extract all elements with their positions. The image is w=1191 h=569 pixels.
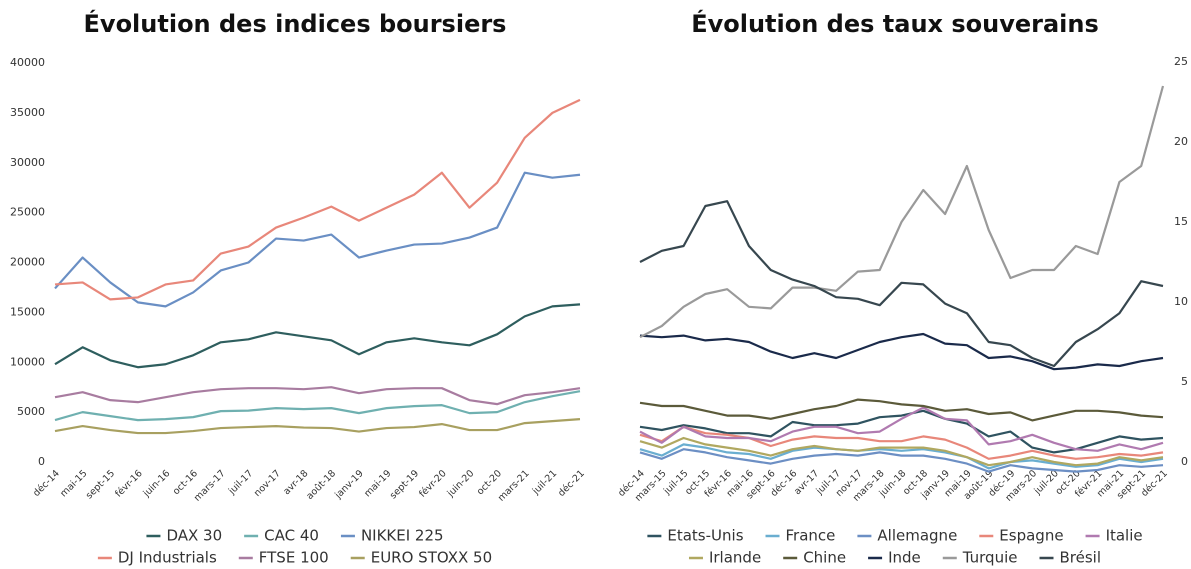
legend-label: DAX 30 xyxy=(166,527,222,545)
line-series xyxy=(54,171,581,308)
x-tick-label: juin-16 xyxy=(141,468,173,500)
y-tick-label: 20000 xyxy=(10,256,45,269)
line-series xyxy=(639,85,1165,339)
line-series xyxy=(54,386,581,406)
line-series xyxy=(54,390,581,422)
line-series xyxy=(639,200,1164,368)
y-tick-label: 10 xyxy=(1174,295,1188,308)
legend-label: Etats-Unis xyxy=(667,527,743,545)
line-series xyxy=(54,98,581,301)
line-series xyxy=(639,436,1164,467)
x-tick-label: déc-14 xyxy=(31,468,62,499)
legend-label: Espagne xyxy=(999,527,1063,545)
y-tick-label: 5000 xyxy=(17,405,45,418)
legend-label: Irlande xyxy=(709,549,761,567)
legend-label: DJ Industrials xyxy=(118,549,217,567)
y-tick-label: 5 xyxy=(1181,375,1188,388)
legend-label: Inde xyxy=(888,549,921,567)
y-tick-label: 35000 xyxy=(10,106,45,119)
legend-label: Chine xyxy=(803,549,846,567)
x-tick-label: sept-19 xyxy=(388,468,421,501)
y-tick-label: 0 xyxy=(1181,455,1188,468)
legend-label: Turquie xyxy=(962,549,1018,567)
x-tick-label: nov-17 xyxy=(252,468,283,499)
y-tick-label: 10000 xyxy=(10,355,45,368)
line-series xyxy=(639,332,1164,371)
x-tick-label: févr-16 xyxy=(113,468,145,500)
x-tick-label: août-18 xyxy=(304,468,338,502)
x-tick-label: avr-17 xyxy=(792,468,821,497)
x-tick-label: févr-20 xyxy=(417,468,449,500)
line-series xyxy=(54,418,581,435)
x-tick-label: déc-21 xyxy=(556,468,587,499)
chart-title: Évolution des taux souverains xyxy=(691,9,1099,38)
y-tick-label: 30000 xyxy=(10,156,45,169)
line-series xyxy=(639,448,1164,473)
y-tick-label: 40000 xyxy=(10,56,45,69)
legend-label: CAC 40 xyxy=(264,527,319,545)
x-tick-label: juil-17 xyxy=(226,468,255,497)
line-series xyxy=(54,303,581,369)
x-tick-label: juin-20 xyxy=(445,468,477,500)
legend-label: NIKKEI 225 xyxy=(361,527,444,545)
legend-label: Allemagne xyxy=(877,527,957,545)
legend-label: Brésil xyxy=(1060,549,1102,567)
line-series xyxy=(639,425,1164,460)
line-series xyxy=(639,398,1164,422)
legend-label: Italie xyxy=(1106,527,1143,545)
y-tick-label: 25 xyxy=(1174,55,1188,68)
legend-label: France xyxy=(786,527,836,545)
chart-title: Évolution des indices boursiers xyxy=(84,9,507,38)
x-tick-label: juil-21 xyxy=(530,468,559,497)
y-tick-label: 15000 xyxy=(10,305,45,318)
y-tick-label: 20 xyxy=(1174,135,1188,148)
legend-label: FTSE 100 xyxy=(259,549,329,567)
y-tick-label: 15 xyxy=(1174,215,1188,228)
x-tick-label: janv-19 xyxy=(332,468,365,501)
line-series xyxy=(639,406,1164,452)
y-tick-label: 0 xyxy=(38,455,45,468)
line-series xyxy=(639,443,1164,470)
y-tick-label: 25000 xyxy=(10,206,45,219)
x-tick-label: sept-15 xyxy=(84,468,117,501)
legend-label: EURO STOXX 50 xyxy=(371,549,492,567)
